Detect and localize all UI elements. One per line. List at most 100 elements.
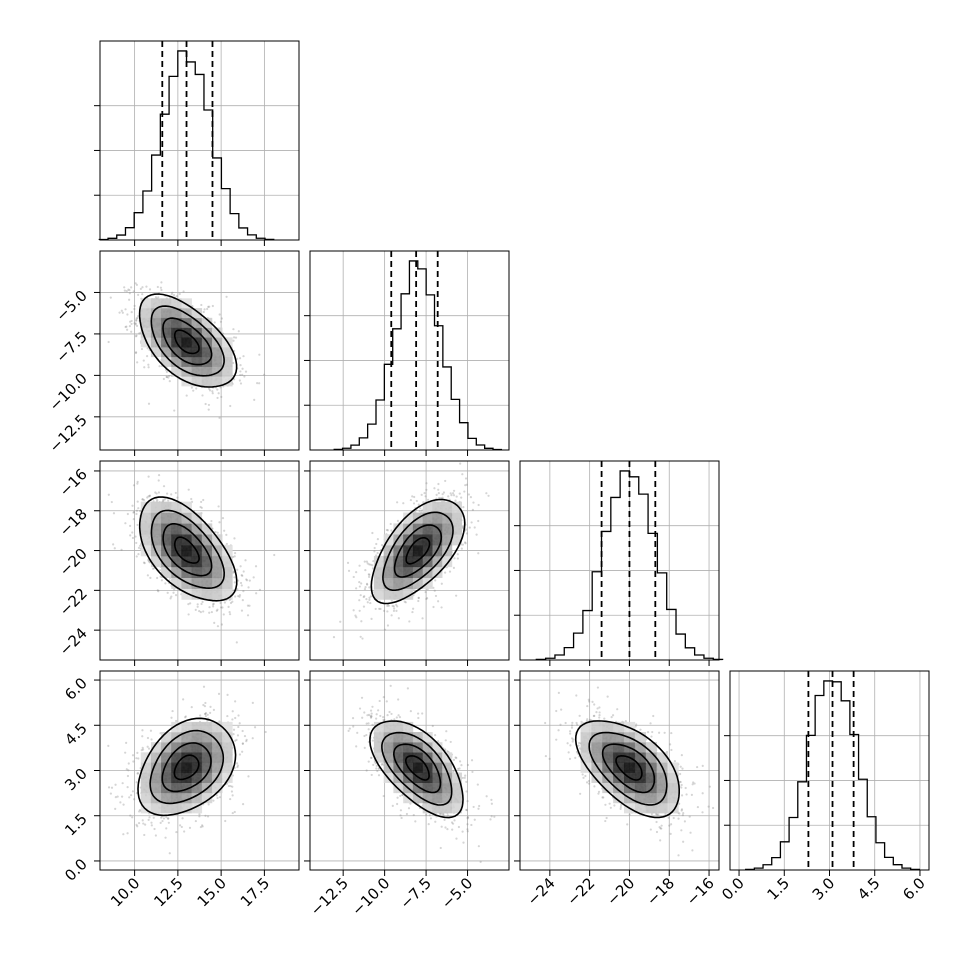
scatter-point [187, 488, 190, 491]
scatter-point [138, 544, 142, 547]
scatter-point [248, 579, 251, 582]
density-cell [373, 588, 384, 600]
scatter-point [218, 521, 221, 524]
scatter-point [225, 542, 229, 546]
scatter-point [358, 609, 361, 612]
scatter-point [369, 595, 373, 598]
scatter-point [120, 548, 123, 551]
scatter-point [358, 581, 361, 584]
scatter-point [200, 602, 203, 606]
scatter-point [366, 562, 369, 565]
density-cell [150, 555, 162, 568]
scatter-point [173, 588, 176, 591]
scatter-point [253, 398, 256, 401]
scatter-point [441, 493, 444, 496]
density-cell [161, 523, 172, 535]
scatter-point [464, 542, 467, 545]
scatter-point [165, 375, 169, 379]
scatter-point [232, 571, 235, 574]
scatter-point [245, 578, 248, 581]
scatter-point [447, 495, 450, 498]
scatter-point [378, 607, 381, 610]
scatter-point [355, 587, 358, 590]
scatter-point [143, 833, 146, 837]
density-cell [442, 523, 453, 535]
density-cell [201, 327, 213, 338]
scatter-point [246, 614, 250, 617]
scatter-point [373, 546, 376, 550]
scatter-point [126, 313, 129, 316]
scatter-point [167, 376, 170, 379]
scatter-point [136, 523, 139, 527]
scatter-point [258, 353, 261, 356]
scatter-point [359, 594, 362, 597]
scatter-point [201, 394, 204, 397]
scatter-point [170, 293, 173, 296]
scatter-point [122, 803, 125, 806]
density-cell [373, 577, 384, 589]
scatter-point [464, 477, 468, 480]
scatter-point [376, 551, 379, 555]
scatter-point [437, 488, 440, 491]
scatter-point [160, 579, 163, 582]
scatter-point [192, 389, 195, 392]
scatter-point [247, 775, 250, 778]
scatter-point [157, 590, 160, 593]
scatter-point [118, 311, 121, 314]
scatter-point [208, 389, 212, 392]
scatter-point [395, 603, 398, 606]
scatter-point [143, 366, 146, 369]
scatter-point [207, 408, 210, 411]
scatter-point [206, 713, 209, 716]
scatter-point [417, 596, 420, 600]
scatter-point [221, 517, 225, 520]
scatter-point [141, 286, 144, 289]
scatter-point [463, 541, 467, 544]
scatter-point [368, 573, 371, 576]
density-cell [161, 308, 172, 319]
scatter-point [188, 826, 192, 829]
scatter-point [146, 574, 149, 577]
density-cell [222, 347, 233, 358]
scatter-point [127, 288, 130, 291]
scatter-point [154, 834, 157, 837]
scatter-point [149, 576, 152, 579]
density-cell [140, 327, 152, 338]
scatter-point [238, 722, 241, 725]
scatter-point [130, 286, 133, 289]
scatter-point [168, 380, 171, 383]
scatter-point [209, 705, 212, 709]
density-cell [211, 366, 223, 377]
scatter-point [215, 609, 218, 612]
density-cell [403, 577, 414, 589]
scatter-point [256, 382, 259, 385]
scatter-point [145, 285, 148, 288]
scatter-point [239, 370, 242, 373]
scatter-point [380, 543, 384, 547]
scatter-point [439, 496, 442, 500]
scatter-point [134, 351, 138, 354]
scatter-point [154, 296, 158, 299]
scatter-point [212, 708, 216, 711]
scatter-point [239, 364, 242, 367]
scatter-point [359, 635, 362, 638]
scatter-point [156, 589, 159, 592]
scatter-point [157, 296, 160, 299]
y-tick-label: −7.5 [52, 328, 90, 366]
scatter-point [396, 519, 400, 522]
scatter-point [236, 579, 240, 582]
scatter-point [225, 295, 228, 298]
scatter-point [354, 614, 357, 617]
scatter-point [371, 567, 375, 570]
scatter-point [190, 706, 193, 709]
scatter-point [424, 590, 427, 594]
scatter-point [163, 498, 167, 501]
scatter-point [204, 712, 207, 716]
density-cell [161, 534, 172, 546]
scatter-point [389, 522, 392, 526]
scatter-point [202, 610, 205, 613]
scatter-point [128, 796, 131, 799]
scatter-point [147, 560, 151, 563]
scatter-point [362, 605, 366, 608]
density-cell [150, 501, 162, 513]
